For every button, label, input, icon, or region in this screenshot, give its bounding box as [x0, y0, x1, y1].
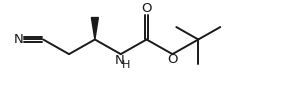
- Text: O: O: [167, 53, 178, 66]
- Text: N: N: [14, 33, 23, 46]
- Polygon shape: [91, 18, 98, 40]
- Text: N: N: [115, 54, 125, 67]
- Text: H: H: [122, 60, 130, 70]
- Text: O: O: [141, 2, 152, 15]
